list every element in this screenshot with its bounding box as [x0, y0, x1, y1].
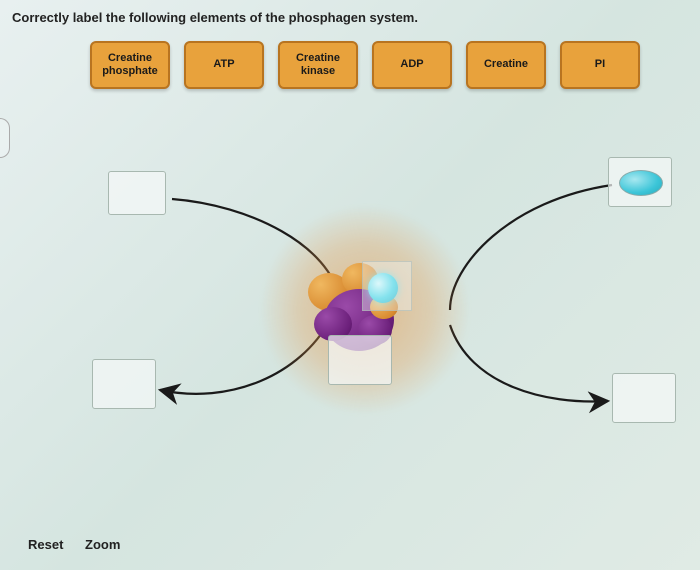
- label-pi[interactable]: PI: [560, 41, 640, 89]
- reset-button[interactable]: Reset: [28, 537, 63, 552]
- label-adp[interactable]: ADP: [372, 41, 452, 89]
- drop-zone-bottom-left[interactable]: [92, 359, 156, 409]
- phosphate-oval-icon: [619, 170, 663, 196]
- arrow-path-4: [450, 325, 608, 401]
- label-creatine-kinase[interactable]: Creatinekinase: [278, 41, 358, 89]
- arrow-path-3: [450, 185, 612, 310]
- label-creatine[interactable]: Creatine: [466, 41, 546, 89]
- drop-zone-top-right[interactable]: [608, 157, 672, 207]
- label-creatine-phosphate[interactable]: Creatinephosphate: [90, 41, 170, 89]
- overlay-tile: [362, 261, 412, 311]
- drop-zone-top-left[interactable]: [108, 171, 166, 215]
- drop-zone-bottom-right[interactable]: [612, 373, 676, 423]
- label-atp[interactable]: ATP: [184, 41, 264, 89]
- instruction-text: Correctly label the following elements o…: [0, 0, 700, 35]
- diagram-canvas: [0, 105, 700, 505]
- footer-controls: Reset Zoom: [28, 537, 138, 552]
- drop-zone-center-bottom[interactable]: [328, 335, 392, 385]
- draggable-label-row: Creatinephosphate ATP Creatinekinase ADP…: [0, 35, 700, 95]
- zoom-button[interactable]: Zoom: [85, 537, 120, 552]
